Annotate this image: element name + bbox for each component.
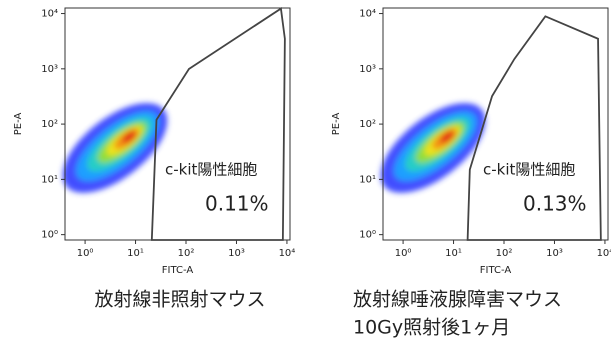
gate <box>150 7 286 241</box>
x-tick-label: 10² <box>178 248 195 259</box>
gate-percentage: 0.11% <box>205 192 269 216</box>
plot: 10⁰ 10¹ 10² 10³ 10⁴ 10⁰ 10¹ 10² 10³ 10⁴ FITC-A PE-A… <box>13 7 296 311</box>
y-tick-label: 10⁰ <box>41 230 58 241</box>
x-tick-label: 10⁰ <box>77 248 94 259</box>
density-cloud <box>380 103 486 193</box>
x-tick-label: 10³ <box>546 248 563 259</box>
gate-percentage: 0.13% <box>523 192 587 216</box>
caption: 放射線非照射マウス <box>94 289 265 311</box>
gate-label: c-kit陽性細胞 <box>483 161 575 179</box>
x-tick-label: 10⁴ <box>279 248 296 259</box>
x-tick-label: 10⁰ <box>395 248 412 259</box>
density-cloud <box>62 103 168 193</box>
y-tick-label: 10¹ <box>359 174 376 185</box>
x-tick-label: 10¹ <box>445 248 462 259</box>
plot: 10⁰ 10¹ 10² 10³ 10⁴ 10⁰ 10¹ 10² 10³ 10⁴ FITC-A PE-A… <box>331 7 611 339</box>
y-tick-label: 10¹ <box>41 174 58 185</box>
y-axis-label: PE-A <box>331 113 342 136</box>
x-tick-label: 10³ <box>228 248 245 259</box>
x-axis-label: FITC-A <box>480 265 512 276</box>
y-axis-label: PE-A <box>13 113 24 136</box>
gate-label: c-kit陽性細胞 <box>165 161 257 179</box>
caption: 10Gy照射後1ヶ月 <box>353 317 510 339</box>
caption: 放射線唾液腺障害マウス <box>353 289 562 311</box>
y-tick-label: 10² <box>359 119 376 130</box>
x-axis-label: FITC-A <box>162 265 194 276</box>
y-tick-label: 10⁴ <box>41 9 58 20</box>
x-tick-label: 10¹ <box>127 248 144 259</box>
y-tick-label: 10⁴ <box>359 9 376 20</box>
gate <box>466 15 602 241</box>
x-tick-label: 10⁴ <box>597 248 611 259</box>
y-tick-label: 10³ <box>359 64 376 75</box>
density-level <box>122 131 136 143</box>
y-tick-label: 10³ <box>41 64 58 75</box>
y-tick-label: 10² <box>41 119 58 130</box>
y-tick-label: 10⁰ <box>359 230 376 241</box>
x-tick-label: 10² <box>496 248 513 259</box>
density-level <box>440 131 454 143</box>
